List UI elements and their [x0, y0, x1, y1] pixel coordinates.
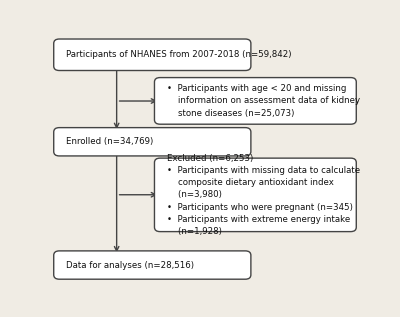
- Text: Excluded (n=6,253)
•  Participants with missing data to calculate
    composite : Excluded (n=6,253) • Participants with m…: [167, 154, 360, 236]
- FancyBboxPatch shape: [154, 78, 356, 124]
- FancyBboxPatch shape: [54, 39, 251, 70]
- Text: Participants of NHANES from 2007-2018 (n=59,842): Participants of NHANES from 2007-2018 (n…: [66, 50, 292, 59]
- Text: Data for analyses (n=28,516): Data for analyses (n=28,516): [66, 261, 194, 269]
- FancyBboxPatch shape: [154, 158, 356, 232]
- FancyBboxPatch shape: [54, 251, 251, 279]
- Text: •  Participants with age < 20 and missing
    information on assessment data of : • Participants with age < 20 and missing…: [167, 84, 360, 118]
- FancyBboxPatch shape: [54, 128, 251, 156]
- Text: Enrolled (n=34,769): Enrolled (n=34,769): [66, 137, 153, 146]
